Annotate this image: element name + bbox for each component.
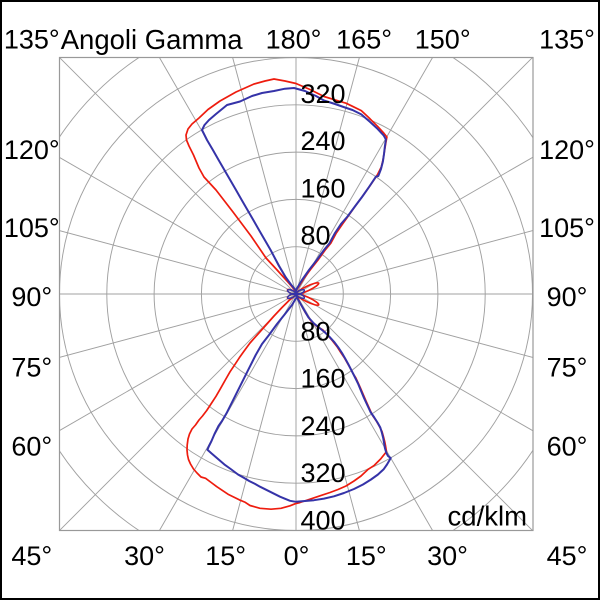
svg-text:45°: 45° [11,541,52,571]
svg-text:0°: 0° [284,541,310,571]
svg-text:400: 400 [301,506,346,536]
svg-text:105°: 105° [4,213,60,243]
svg-text:30°: 30° [124,541,165,571]
svg-text:120°: 120° [539,135,595,165]
svg-text:320: 320 [301,458,346,488]
svg-text:45°: 45° [547,541,588,571]
svg-text:165°: 165° [336,25,392,55]
svg-text:30°: 30° [427,541,468,571]
svg-text:135°: 135° [4,25,60,55]
svg-text:160: 160 [301,364,346,394]
svg-text:15°: 15° [205,541,246,571]
svg-text:180°: 180° [266,25,322,55]
svg-text:105°: 105° [539,213,595,243]
svg-text:240: 240 [301,411,346,441]
svg-text:15°: 15° [346,541,387,571]
svg-text:cd/klm: cd/klm [448,501,527,532]
svg-text:150°: 150° [415,25,471,55]
svg-text:90°: 90° [11,282,52,312]
svg-text:60°: 60° [11,432,52,462]
svg-text:240: 240 [301,126,346,156]
svg-text:90°: 90° [547,282,588,312]
svg-text:80: 80 [301,221,331,251]
svg-text:75°: 75° [547,352,588,382]
svg-text:60°: 60° [547,432,588,462]
svg-text:160: 160 [301,173,346,203]
svg-text:Angoli Gamma: Angoli Gamma [61,24,244,55]
svg-text:75°: 75° [11,352,52,382]
svg-text:80: 80 [301,316,331,346]
svg-text:320: 320 [301,79,346,109]
svg-text:120°: 120° [4,135,60,165]
svg-text:135°: 135° [539,25,595,55]
